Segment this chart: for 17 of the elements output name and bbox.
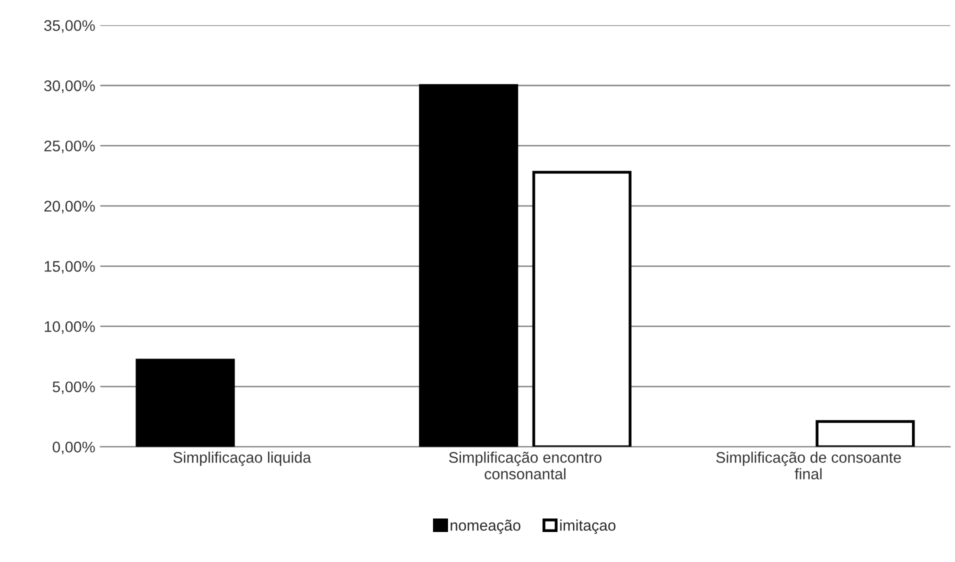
- bar: [816, 420, 915, 447]
- y-tick-label: 30,00%: [44, 80, 95, 93]
- bar: [532, 170, 632, 447]
- x-tick-label: Simplificação de consoante final: [716, 452, 901, 480]
- y-tick-label: 35,00%: [44, 20, 95, 33]
- bar: [419, 84, 518, 447]
- bar: [136, 358, 235, 447]
- y-tick-label: 0,00%: [52, 442, 95, 454]
- x-tick-label: Simplificaçao liquida: [173, 452, 312, 466]
- x-tick-label: Simplificação encontro consonantal: [449, 452, 602, 480]
- y-tick-label: 20,00%: [44, 200, 95, 214]
- legend-label: nomeação: [450, 520, 520, 534]
- y-tick-label: 10,00%: [44, 321, 95, 334]
- y-tick-label: 25,00%: [44, 140, 95, 154]
- y-tick-label: 15,00%: [44, 261, 95, 274]
- y-tick-label: 5,00%: [52, 381, 95, 394]
- legend-label: imitaçao: [560, 520, 616, 534]
